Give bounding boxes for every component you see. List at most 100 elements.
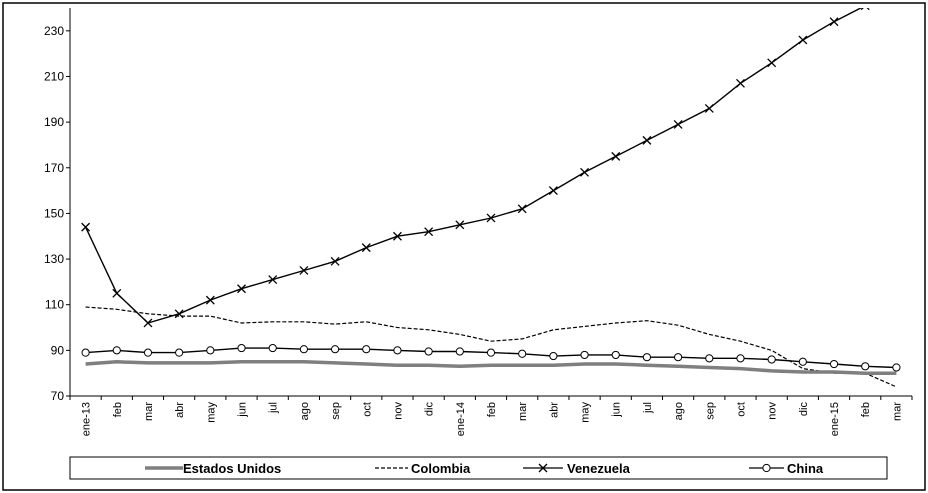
data-point-venezuela (392, 231, 402, 241)
data-point-venezuela (736, 78, 745, 88)
x-tick-label: may (205, 402, 217, 423)
series-line-estados-unidos (85, 360, 897, 375)
x-tick-label: abr (548, 402, 560, 418)
data-point-venezuela (361, 243, 371, 253)
data-point-china (143, 348, 153, 357)
x-ticks-group: ene-13 feb mar abr may jun jul ago sep oct nov dic e… (69, 396, 913, 436)
x-tick-label: oct (735, 402, 747, 417)
data-point-venezuela (860, 8, 870, 11)
x-tick-label: ago (299, 402, 311, 420)
x-tick-label: jul (642, 402, 654, 414)
legend-label: Venezuela (567, 461, 631, 476)
legend-item-china: China (749, 461, 824, 476)
x-tick-label: dic (798, 402, 810, 417)
data-point-venezuela (81, 222, 91, 232)
data-point-venezuela (174, 309, 184, 319)
x-tick-label: ene-15 (829, 402, 841, 436)
x-tick-label: nov (392, 402, 404, 420)
data-point-china (736, 354, 745, 363)
data-point-china (767, 355, 776, 364)
y-tick-label: 70 (51, 389, 65, 403)
data-point-china (549, 351, 558, 361)
data-point-china (362, 345, 371, 354)
data-point-china (798, 357, 807, 366)
data-point-venezuela (205, 295, 215, 305)
data-point-venezuela (673, 119, 683, 129)
data-point-venezuela (330, 256, 340, 266)
data-point-china (861, 362, 870, 371)
x-tick-label: ene-13 (81, 402, 93, 436)
x-tick-label: dic (424, 402, 436, 417)
data-point-china (705, 354, 714, 363)
data-point-china (81, 348, 90, 357)
data-point-china (829, 359, 839, 369)
legend-label: Colombia (411, 461, 471, 476)
legend-item-colombia: Colombia (375, 461, 471, 476)
data-point-venezuela (580, 167, 590, 177)
x-tick-label: ene-14 (455, 402, 467, 436)
x-tick-label: abr (174, 402, 186, 418)
x-tick-label: feb (860, 402, 872, 417)
data-point-venezuela (798, 35, 808, 45)
data-point-china (611, 350, 620, 360)
series-layer (81, 8, 901, 388)
legend-item-estados-unidos: Estados Unidos (145, 461, 281, 476)
legend-item-venezuela: Venezuela (523, 461, 631, 476)
x-tick-label: feb (112, 402, 124, 417)
data-point-china (486, 348, 496, 357)
x-tick-label: ago (673, 402, 685, 420)
x-tick-label: mar (143, 402, 155, 421)
data-point-china (393, 346, 402, 355)
data-point-china (330, 345, 340, 354)
data-point-china (268, 343, 277, 353)
data-point-venezuela (268, 275, 278, 285)
x-tick-label: sep (330, 402, 342, 420)
data-point-china (892, 363, 901, 372)
data-point-venezuela (424, 227, 434, 237)
data-point-venezuela (611, 151, 621, 161)
x-tick-label: oct (361, 402, 373, 417)
y-tick-label: 170 (44, 161, 64, 175)
legend-label: China (787, 461, 824, 476)
x-tick-label: sep (704, 402, 716, 420)
axes-group (69, 8, 912, 397)
data-point-venezuela (299, 266, 309, 275)
data-point-venezuela (143, 318, 153, 328)
x-tick-label: mar (891, 402, 903, 421)
data-point-china (237, 343, 246, 353)
data-point-china (175, 348, 184, 357)
data-point-china (112, 346, 121, 355)
y-tick-label: 90 (51, 343, 65, 357)
data-point-china (642, 353, 652, 362)
x-tick-label: mar (517, 402, 529, 421)
legend: Estados Unidos Colombia Venezuela China (69, 456, 888, 480)
data-point-china (424, 347, 433, 356)
data-point-china (299, 345, 308, 354)
series-line-colombia (85, 306, 897, 388)
data-point-venezuela (455, 220, 465, 230)
x-tick-label: jul (268, 402, 280, 414)
y-tick-label: 110 (45, 298, 64, 312)
data-point-venezuela (829, 17, 839, 27)
data-point-china (674, 353, 683, 362)
data-point-venezuela (548, 186, 558, 196)
legend-box (69, 456, 888, 480)
x-tick-label: may (580, 402, 592, 423)
data-point-venezuela (767, 58, 777, 68)
data-point-venezuela (112, 288, 122, 298)
data-point-china (580, 350, 589, 360)
x-tick-label: jun (237, 402, 249, 418)
data-point-china (455, 347, 464, 356)
data-point-venezuela (704, 103, 714, 113)
y-ticks-group: 70 90 110 130 150 170 190 210 230 (44, 24, 70, 403)
x-tick-label: jun (611, 402, 623, 418)
data-point-venezuela (517, 204, 527, 214)
data-point-venezuela (237, 284, 246, 294)
data-point-venezuela (642, 135, 652, 145)
x-tick-label: feb (486, 402, 498, 417)
y-tick-label: 190 (44, 115, 64, 129)
y-tick-label: 130 (44, 252, 64, 266)
x-tick-label: nov (767, 402, 779, 420)
